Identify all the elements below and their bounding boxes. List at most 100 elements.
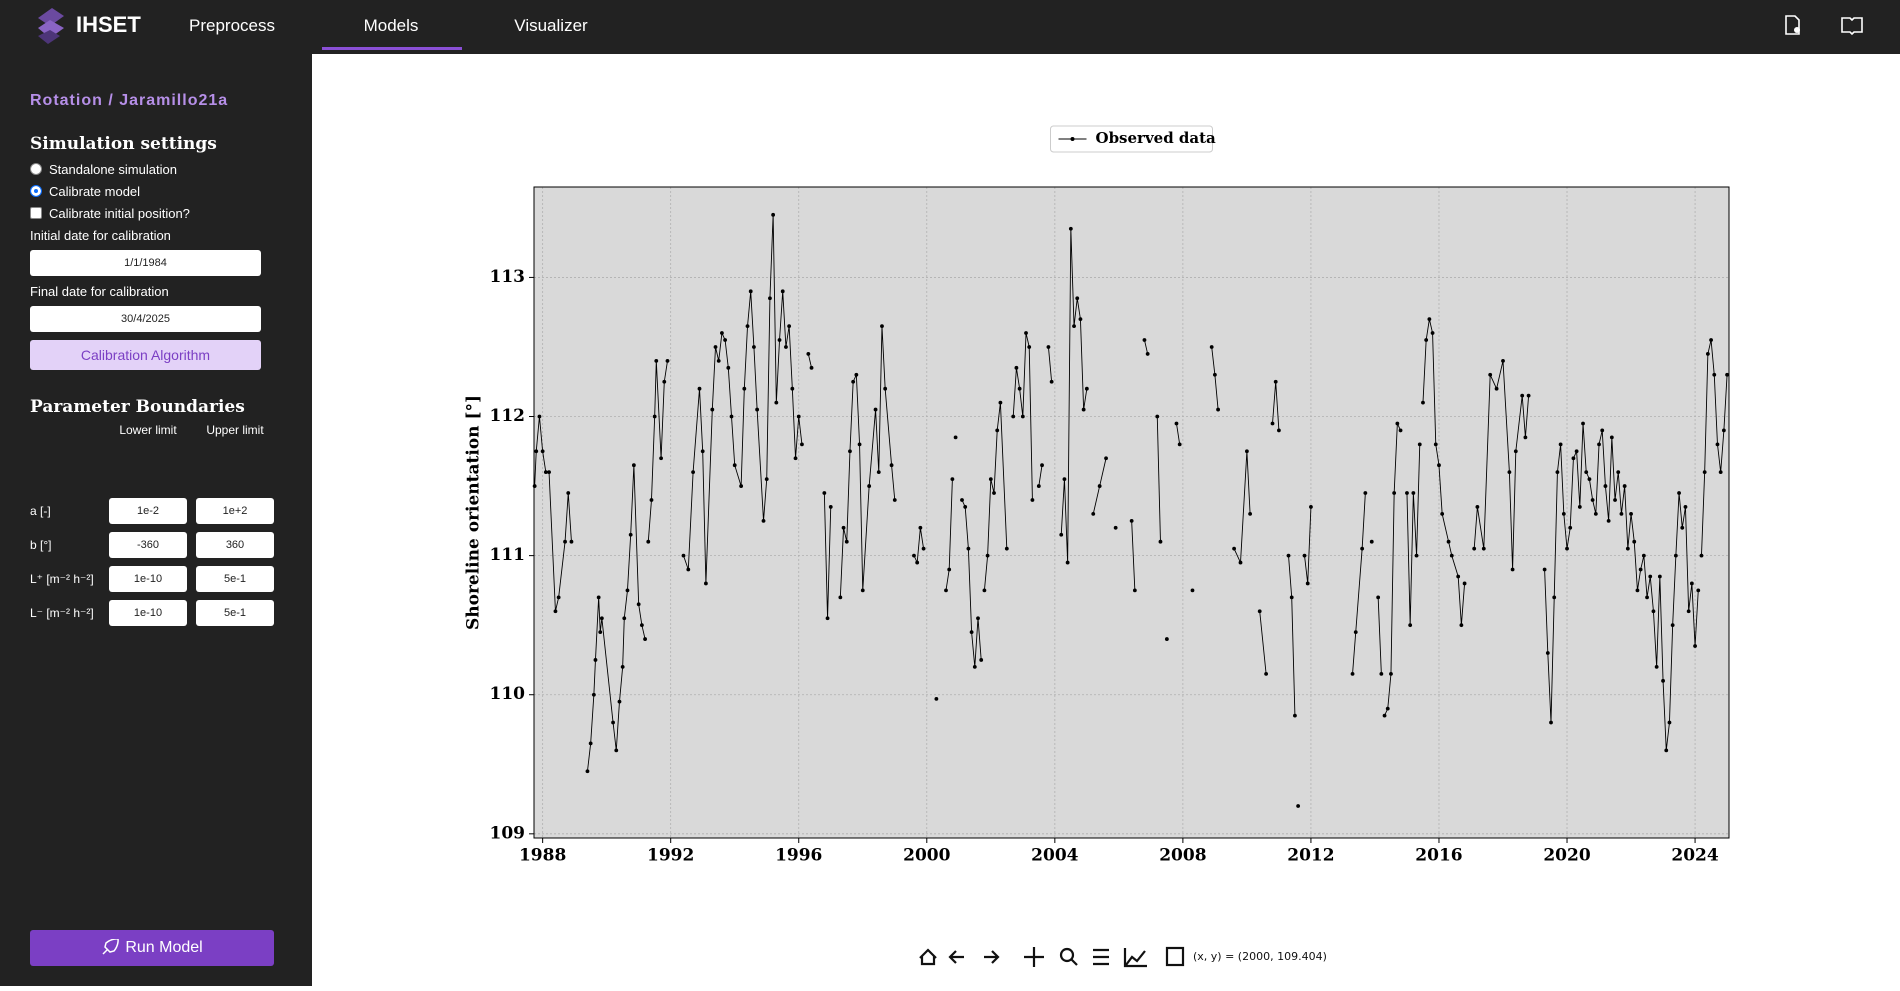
radio-label[interactable]: Calibrate model [49, 184, 141, 199]
nav-tab[interactable]: Preprocess [189, 16, 275, 35]
data-point [1273, 379, 1278, 384]
data-point [726, 365, 731, 370]
data-point [596, 595, 601, 600]
data-point [841, 525, 846, 530]
nav-tab[interactable]: Models [363, 16, 419, 35]
data-point [1257, 609, 1262, 614]
data-point [697, 386, 702, 391]
radio[interactable] [30, 185, 42, 197]
data-point [1590, 498, 1595, 502]
data-point [950, 477, 955, 482]
data-point [774, 400, 779, 405]
data-point [796, 414, 801, 419]
data-point [681, 553, 686, 558]
data-point [1709, 338, 1713, 342]
data-point [979, 658, 984, 662]
doc-icon[interactable] [1782, 14, 1804, 36]
plot-frame [533, 186, 1730, 839]
lower-input[interactable]: -360 [109, 532, 187, 558]
parameter-name: L⁺ [m⁻² h⁻²] [30, 572, 94, 586]
data-point [947, 567, 952, 572]
run-button[interactable]: Run Model [30, 930, 274, 966]
data-point [1600, 428, 1605, 433]
nav-tab[interactable]: Visualizer [514, 16, 588, 35]
lower-input[interactable]: 1e-2 [109, 498, 187, 524]
data-point [1638, 567, 1643, 572]
model-heading: Rotation / Jaramillo21a [30, 92, 229, 109]
data-point [1651, 609, 1656, 614]
lower-input[interactable]: 1e-10 [109, 566, 187, 592]
data-point [1456, 574, 1461, 579]
data-point [912, 553, 916, 558]
radio[interactable] [30, 163, 42, 175]
data-point [1382, 713, 1387, 718]
legend-label: Observed data [1096, 129, 1217, 147]
data-point [593, 658, 598, 662]
data-point [639, 623, 644, 628]
data-point [1632, 539, 1637, 544]
home-icon[interactable] [919, 948, 937, 966]
data-point [1702, 470, 1707, 475]
upper-input[interactable]: 5e-1 [196, 600, 274, 626]
data-point [748, 289, 753, 294]
checkbox[interactable] [30, 207, 42, 219]
zoom-icon[interactable] [1059, 947, 1075, 963]
data-point [1507, 470, 1512, 475]
data-point [704, 581, 708, 586]
data-point [972, 665, 977, 669]
run-label[interactable]: Run Model [125, 939, 203, 956]
data-point [1648, 574, 1653, 579]
data-point [963, 505, 968, 509]
data-point [873, 407, 878, 412]
data-point [1293, 713, 1297, 718]
data-point [1209, 345, 1214, 349]
data-point [1174, 421, 1179, 426]
settings-icon[interactable] [1093, 948, 1109, 966]
x-tick-label: 2000 [903, 846, 950, 866]
date-input[interactable]: 30/4/2025 [30, 306, 261, 332]
data-point [1286, 553, 1291, 558]
forward-icon[interactable] [984, 950, 1000, 964]
data-point [710, 407, 715, 412]
data-point [1014, 365, 1019, 370]
data-point [857, 442, 862, 447]
logo: IHSET [76, 12, 141, 37]
data-point [1104, 456, 1108, 461]
data-point [1405, 491, 1409, 495]
x-tick-label: 1996 [775, 846, 822, 866]
book-icon[interactable] [1840, 14, 1864, 36]
data-point [622, 616, 627, 621]
data-point [876, 470, 881, 475]
data-point [771, 212, 776, 217]
pan-icon[interactable] [1024, 947, 1044, 967]
algorithm-button[interactable]: Calibration Algorithm [30, 340, 261, 370]
data-point [1670, 623, 1675, 628]
data-point [1075, 296, 1080, 301]
data-point [1641, 553, 1646, 558]
data-point [1488, 372, 1493, 377]
date-input[interactable]: 1/1/1984 [30, 250, 261, 276]
lower-input[interactable]: 1e-10 [109, 600, 187, 626]
checkbox-label[interactable]: Calibrate initial position? [49, 206, 190, 221]
data-point [1555, 470, 1560, 475]
data-point [1424, 338, 1429, 342]
data-point [1437, 463, 1441, 468]
radio-label[interactable]: Standalone simulation [49, 162, 177, 177]
data-point [918, 525, 923, 530]
back-icon[interactable] [948, 950, 964, 964]
legend-box [1050, 125, 1213, 153]
data-point [566, 491, 571, 495]
active-underline [322, 47, 462, 50]
data-point [1305, 581, 1310, 586]
lines-icon[interactable] [1123, 948, 1147, 968]
upper-input[interactable]: 360 [196, 532, 274, 558]
data-point [960, 498, 964, 502]
save-icon[interactable] [1165, 946, 1185, 967]
data-point [1270, 421, 1275, 426]
upper-input[interactable]: 5e-1 [196, 566, 274, 592]
data-point [1625, 546, 1630, 551]
data-point [976, 616, 980, 621]
upper-input[interactable]: 1e+2 [196, 498, 274, 524]
data-point [1603, 484, 1608, 488]
column-header: Lower limit [119, 423, 177, 437]
